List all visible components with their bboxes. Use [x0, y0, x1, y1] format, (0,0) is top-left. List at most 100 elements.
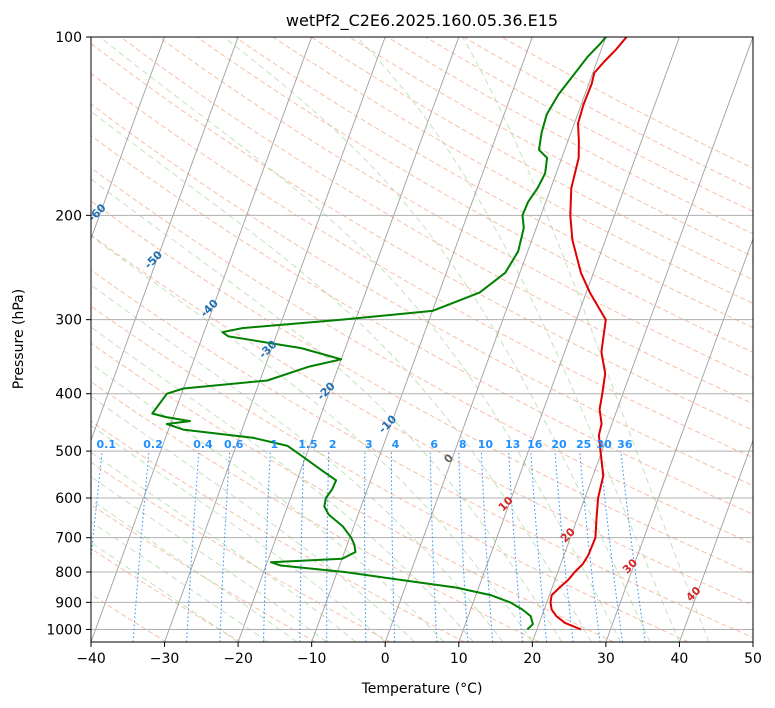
- isotherm-line: [164, 37, 386, 642]
- dry-adiabat-line: [425, 37, 753, 213]
- mixing-ratio-label: 4: [392, 438, 400, 451]
- mixing-ratio-lines: [91, 451, 646, 642]
- mixing-ratio-label: 1.5: [298, 438, 318, 451]
- mixing-ratio-label: 16: [527, 438, 543, 451]
- sounding-profiles: [151, 37, 628, 631]
- y-tick-label: 900: [55, 595, 82, 611]
- y-tick-label: 100: [55, 30, 82, 46]
- moist-adiabat-line: [223, 37, 651, 642]
- moist-adiabat-line: [91, 476, 327, 642]
- y-tick-label: 1000: [46, 622, 82, 638]
- isotherm-line: [91, 37, 239, 442]
- dry-adiabat-line: [91, 103, 753, 487]
- moist-adiabat-line: [91, 110, 592, 642]
- mixing-ratio-label: 0.1: [96, 438, 116, 451]
- dry-adiabat-line: [91, 200, 753, 575]
- mixing-ratio-label: 36: [617, 438, 633, 451]
- plot-area: 0.10.20.40.611.52346810131620253036-100-…: [91, 37, 753, 642]
- mixing-ratio-label: 1: [270, 438, 278, 451]
- y-tick-label: 700: [55, 531, 82, 547]
- moist-adiabat-line: [91, 395, 415, 642]
- y-tick-label: 300: [55, 313, 82, 329]
- dry-adiabat-line: [91, 42, 753, 431]
- y-tick-label: 400: [55, 387, 82, 403]
- dry-adiabat-line: [91, 461, 391, 642]
- mixing-ratio-line: [579, 451, 601, 642]
- x-tick-label: 30: [597, 651, 615, 667]
- isotherm-line: [531, 37, 753, 642]
- moist-adiabat-line: [91, 451, 357, 642]
- isotherm-line: [91, 37, 313, 642]
- y-tick-label: 600: [55, 491, 82, 507]
- mixing-ratio-label: 0.6: [224, 438, 244, 451]
- isotherm-line: [237, 37, 460, 642]
- mixing-ratio-line: [620, 451, 646, 642]
- x-axis-title: Temperature (°C): [361, 681, 483, 697]
- y-tick-label: 500: [55, 444, 82, 460]
- moist-adiabat-line: [91, 541, 239, 642]
- isotherm-line: [679, 439, 753, 642]
- isotherm-line: [311, 37, 533, 642]
- dry-adiabat-line: [196, 37, 753, 353]
- x-tick-label: −30: [150, 651, 180, 667]
- mixing-ratio-label: 3: [365, 438, 373, 451]
- x-tick-label: 50: [744, 651, 762, 667]
- moist-adiabat-line: [462, 37, 710, 642]
- x-tick-label: 0: [381, 651, 390, 667]
- isotherms: [91, 37, 753, 642]
- mixing-ratio-label: 30: [596, 438, 612, 451]
- dry-adiabat-line: [463, 37, 753, 191]
- moist-adiabat-line: [99, 37, 622, 642]
- mixing-ratio-label: 0.4: [193, 438, 213, 451]
- dry-adiabat-line: [91, 134, 753, 515]
- dry-adiabat-line: [91, 167, 753, 545]
- x-axis: −40 −30 −20 −10 0 10 20 30 40 50: [76, 642, 762, 667]
- mixing-ratio-label: 0.2: [143, 438, 163, 451]
- dewpoint-profile-line: [151, 37, 607, 631]
- x-tick-label: −20: [223, 651, 253, 667]
- mixing-ratio-label: 10: [478, 438, 494, 451]
- mixing-ratio-label: 20: [551, 438, 567, 451]
- x-tick-label: 10: [450, 651, 468, 667]
- chart-title: wetPf2_C2E6.2025.160.05.36.E15: [286, 11, 558, 31]
- dry-adiabat-line: [310, 37, 753, 281]
- dry-adiabat-line: [501, 37, 753, 169]
- mixing-ratio-label: 13: [505, 438, 520, 451]
- y-tick-label: 800: [55, 565, 82, 581]
- dry-adiabat-line: [234, 37, 753, 329]
- moist-adiabat-line: [91, 520, 268, 642]
- plot-frame: [90, 36, 754, 643]
- temperature-profile-line: [549, 37, 628, 631]
- dry-adiabat-line: [158, 37, 753, 379]
- moist-adiabat-line: [91, 284, 504, 642]
- mixing-ratio-label: 25: [576, 438, 591, 451]
- dry-adiabat-line: [91, 503, 316, 642]
- isotherm-line: [91, 37, 165, 240]
- dry-adiabat-line: [91, 420, 465, 642]
- moist-adiabat-line: [356, 37, 680, 642]
- x-tick-label: 40: [671, 651, 689, 667]
- pressure-gridlines: [91, 37, 753, 630]
- mixing-ratio-label: 6: [430, 438, 438, 451]
- isotherm-line: [458, 37, 680, 642]
- dry-adiabat-line: [91, 305, 689, 642]
- y-axis: 100 200 300 400 500 600 700 800 900 1000: [46, 30, 91, 638]
- moist-adiabat-line: [91, 424, 386, 642]
- x-tick-label: −10: [297, 651, 327, 667]
- y-tick-label: 200: [55, 208, 82, 224]
- dry-adiabat-line: [349, 37, 753, 258]
- dry-adiabat-line: [120, 37, 753, 405]
- moist-adiabat-line: [91, 499, 298, 642]
- moist-adiabat-line: [91, 326, 474, 642]
- mixing-ratio-label: 8: [459, 438, 467, 451]
- isotherm-line: [605, 237, 753, 642]
- y-axis-title: Pressure (hPa): [11, 289, 27, 389]
- mixing-ratio-line: [599, 451, 624, 642]
- x-tick-label: 20: [523, 651, 541, 667]
- mixing-ratio-label: 2: [329, 438, 337, 451]
- isotherm-line: [384, 37, 607, 642]
- dry-adiabat-line: [91, 72, 753, 459]
- dry-adiabat-line: [91, 342, 614, 642]
- x-tick-label: −40: [76, 651, 106, 667]
